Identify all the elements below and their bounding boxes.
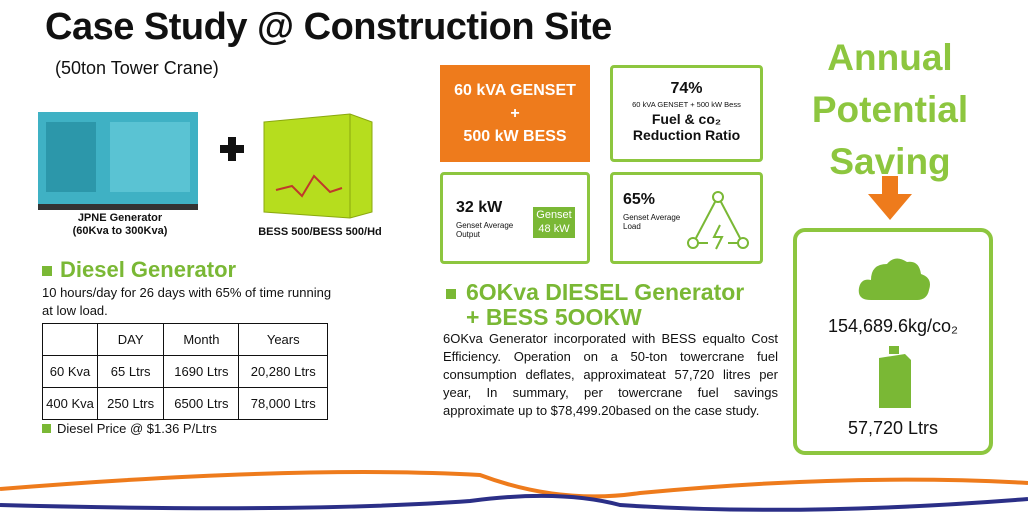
heading-line: Potential [811, 89, 969, 130]
fuel-can-icon [879, 346, 911, 408]
diesel-note: Diesel Price @ $1.36 P/Ltrs [42, 421, 217, 436]
network-icon [687, 191, 749, 250]
table-cell: 65 Ltrs [96, 355, 165, 388]
diesel-description: 10 hours/day for 26 days with 65% of tim… [42, 285, 332, 318]
heading-line: Annual [827, 37, 953, 78]
product-caption: BESS 500/BESS 500/Hd [250, 226, 390, 238]
table-cell: Month [163, 323, 240, 356]
card-line: 500 kW BESS [463, 128, 567, 145]
bullet [446, 288, 456, 299]
ratio-card: 74% 60 kVA GENSET + 500 kW Bess Fuel & c… [610, 65, 763, 162]
card-line: 60 kVA GENSET [454, 82, 576, 99]
table-cell: 400 Kva [42, 387, 98, 420]
down-arrow [868, 176, 912, 220]
card-line: + [510, 105, 520, 122]
diesel-table: DAY Month Years 60 Kva 65 Ltrs 1690 Ltrs… [42, 323, 328, 420]
co2-saving: 154,689.6kg/co₂ [827, 316, 959, 336]
label-line: Load [623, 222, 641, 231]
saving-box: 154,689.6kg/co₂ 57,720 Ltrs [793, 228, 993, 455]
bullet [42, 424, 51, 433]
caption-line: JPNE Generator [77, 212, 163, 224]
table-row: 400 Kva 250 Ltrs 6500 Ltrs 78,000 Ltrs [42, 387, 328, 420]
generator-base [38, 204, 198, 210]
heading-line: 6OKva DIESEL Generator [446, 280, 744, 305]
fuel-saving: 57,720 Ltrs [847, 418, 939, 438]
generator-panel [110, 122, 190, 192]
output-card: 32 kW Genset Average Output Genset 48 kW [440, 172, 590, 264]
bess-heading: 6OKva DIESEL Generator + BESS 5OOKW [446, 280, 744, 330]
heading-line: + BESS 5OOKW [466, 304, 642, 330]
plus-sign [228, 137, 236, 161]
load-value: 65% [623, 191, 656, 208]
caption-line: BESS 500/BESS 500/Hd [258, 226, 382, 238]
table-cell: 20,280 Ltrs [238, 355, 328, 388]
label-line: Genset Average [456, 221, 514, 230]
badge-line: 48 kW [538, 223, 570, 235]
badge-line: Genset [536, 209, 572, 221]
heading-text: Diesel Generator [60, 257, 237, 282]
subtitle: (50ton Tower Crane) [55, 58, 219, 78]
config-card: 60 kVA GENSET + 500 kW BESS [440, 65, 590, 162]
ratio-caption: 60 kVA GENSET + 500 kW Bess [632, 100, 741, 109]
bess-image [263, 113, 373, 219]
table-cell: 60 Kva [42, 355, 98, 388]
table-cell [42, 323, 98, 356]
title: Case Study @ Construction Site [45, 6, 612, 48]
ratio-label: Fuel & co₂ [651, 111, 722, 127]
table-cell: 1690 Ltrs [163, 355, 240, 388]
bess-graphic [275, 174, 343, 198]
output-label: Genset Average Output [456, 221, 513, 239]
heading-line: Saving [829, 141, 951, 182]
table-cell: DAY [96, 323, 165, 356]
product-caption: JPNE Generator (60Kva to 300Kva) [40, 212, 200, 238]
table-cell: 6500 Ltrs [163, 387, 240, 420]
heading-text: 6OKva DIESEL Generator [466, 279, 745, 305]
saving-heading: Annual Potential Saving [790, 32, 990, 188]
diesel-heading: Diesel Generator [42, 257, 236, 283]
table-cell: 250 Ltrs [96, 387, 165, 420]
label-line: Genset Average [623, 213, 681, 222]
caption-line: (60Kva to 300Kva) [72, 225, 168, 237]
ratio-value: 74% [670, 80, 703, 97]
cloud-icon [858, 258, 930, 300]
load-card: 65% Genset Average Load [610, 172, 763, 264]
product-images [38, 112, 373, 219]
table-header: DAY Month Years [42, 323, 328, 356]
footer-waves [0, 470, 1028, 512]
table-row: 60 Kva 65 Ltrs 1690 Ltrs 20,280 Ltrs [42, 355, 328, 388]
generator-panel [46, 122, 96, 192]
bess-description: 6OKva Generator incorporated with BESS e… [443, 331, 778, 418]
table-cell: Years [238, 323, 328, 356]
output-value: 32 kW [456, 199, 503, 216]
ratio-label: Reduction Ratio [632, 127, 741, 143]
bullet [42, 266, 52, 277]
table-cell: 78,000 Ltrs [238, 387, 328, 420]
note-text: Diesel Price @ $1.36 P/Ltrs [57, 421, 217, 436]
output-badge: Genset 48 kW [533, 207, 575, 238]
label-line: Output [456, 230, 481, 239]
load-label: Genset Average Load [623, 213, 680, 231]
